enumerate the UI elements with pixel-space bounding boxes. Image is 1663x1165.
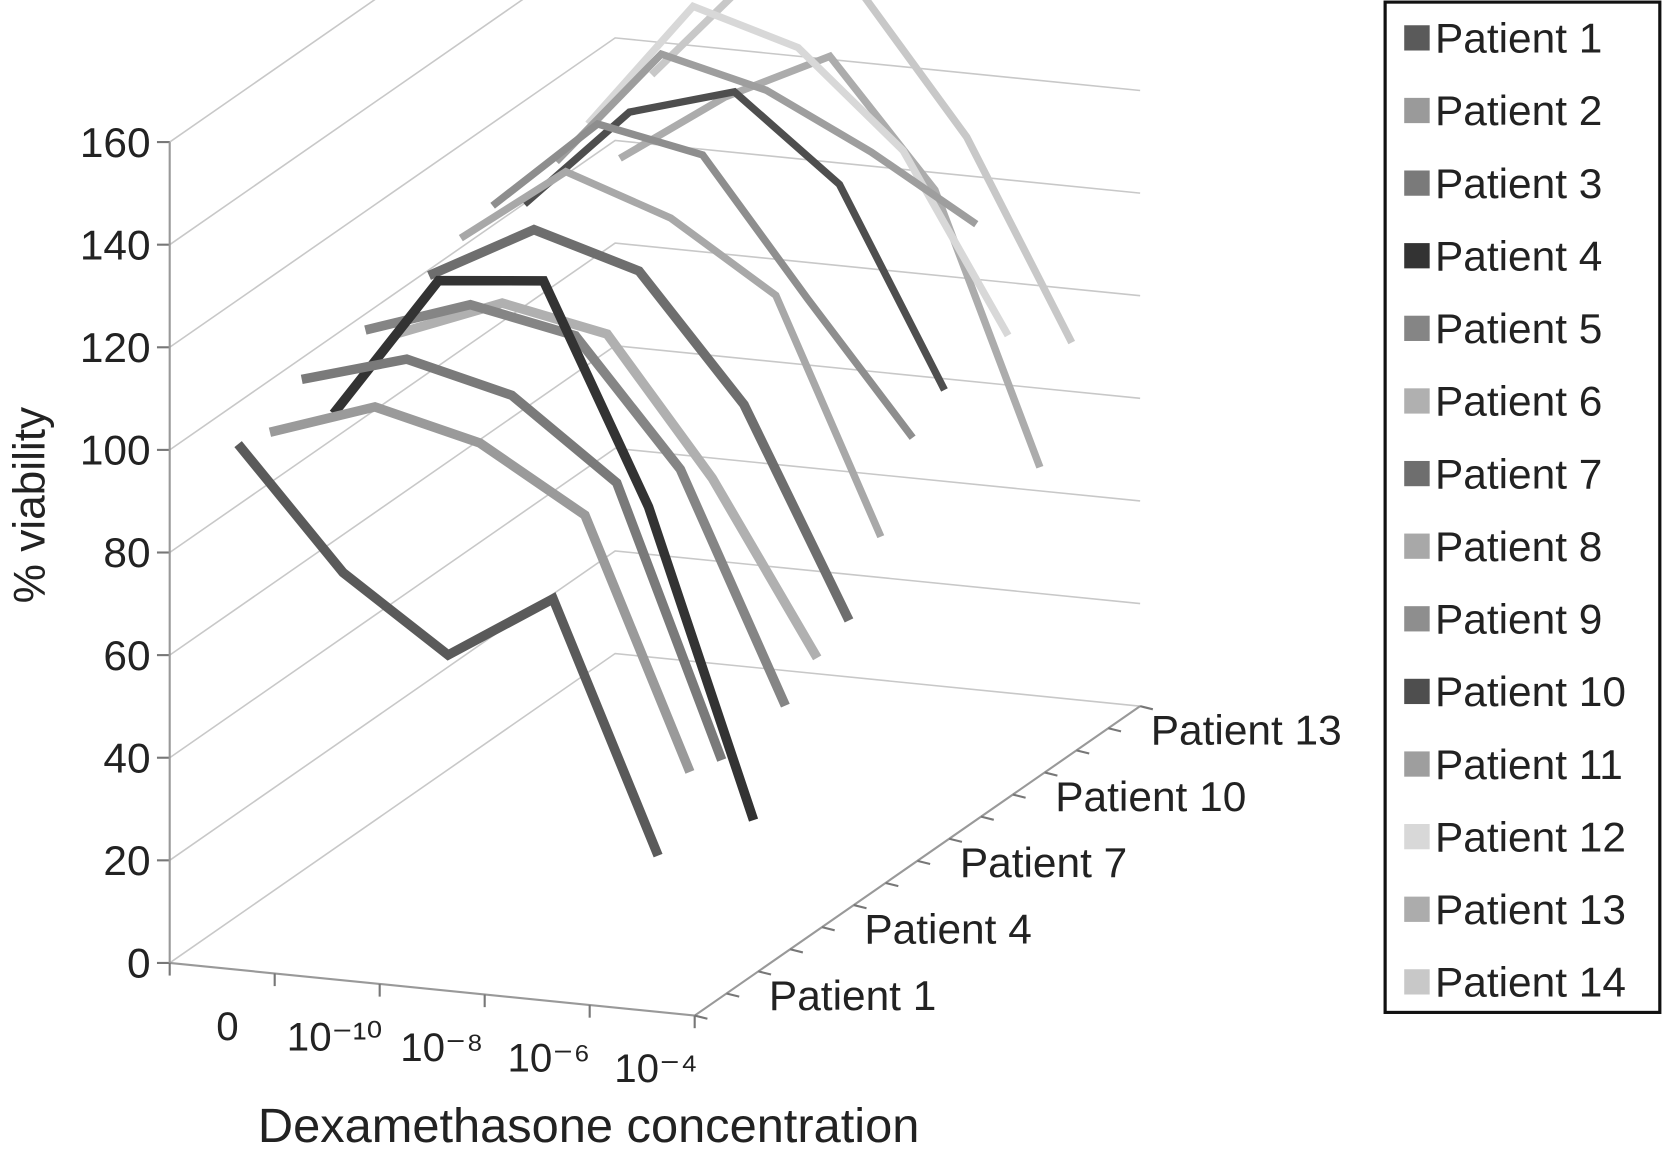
depth-tick [758, 970, 772, 976]
x-tick-label: 10⁻⁸ [400, 1025, 483, 1070]
depth-tick [885, 881, 899, 888]
legend-label: Patient 14 [1435, 959, 1626, 1006]
series-line [649, 0, 1076, 345]
depth-tick [821, 926, 835, 932]
series-line [458, 167, 885, 539]
y-tick-label: 140 [80, 222, 151, 269]
x-tick-label: 10⁻⁶ [508, 1035, 591, 1080]
grid-line [169, 139, 1141, 451]
legend-label: Patient 1 [1435, 15, 1602, 62]
legend-label: Patient 8 [1435, 523, 1602, 570]
depth-tick-label: Patient 7 [960, 839, 1127, 886]
series-line [553, 49, 979, 228]
legend-label: Patient 5 [1435, 305, 1602, 352]
legend-swatch [1404, 25, 1430, 51]
legend-swatch [1404, 315, 1430, 341]
depth-tick [694, 1014, 708, 1020]
legend-label: Patient 6 [1435, 378, 1602, 425]
depth-tick-label: Patient 13 [1151, 707, 1342, 754]
series-line [427, 224, 854, 623]
legend-label: Patient 4 [1435, 233, 1602, 280]
legend-swatch [1404, 97, 1430, 124]
y-tick-label: 0 [127, 940, 151, 987]
depth-tick [1139, 705, 1154, 711]
y-tick-label: 120 [80, 324, 151, 371]
y-tick-label: 80 [103, 529, 150, 576]
depth-tick [948, 837, 963, 843]
legend-swatch [1404, 969, 1430, 995]
depth-tick-label: Patient 10 [1055, 773, 1246, 820]
legend-swatch [1404, 678, 1430, 705]
series-line [618, 51, 1044, 469]
series-line [585, 1, 1012, 338]
legend-swatch [1404, 388, 1430, 414]
legend-swatch [1404, 606, 1430, 632]
depth-tick [1012, 793, 1026, 799]
series-line [300, 354, 727, 762]
depth-tick [853, 904, 867, 910]
legend-swatch [1404, 170, 1430, 196]
depth-tick [917, 859, 931, 866]
grid-line [169, 0, 376, 143]
series-line [490, 119, 916, 440]
series-line [329, 275, 759, 822]
legend-label: Patient 10 [1435, 668, 1626, 715]
legend-label: Patient 11 [1435, 741, 1623, 788]
legend-swatch [1404, 460, 1430, 487]
legend-label: Patient 13 [1435, 886, 1626, 933]
grid-line [169, 550, 1141, 861]
series-line [268, 401, 695, 774]
x-tick-label: 10⁻⁴ [614, 1046, 697, 1091]
depth-tick [1044, 771, 1058, 777]
depth-tick [1108, 727, 1122, 733]
depth-tick [980, 815, 995, 821]
y-tick-label: 160 [80, 119, 151, 166]
legend-swatch [1404, 533, 1430, 559]
x-tick-label: 0 [216, 1004, 238, 1049]
series-line [364, 299, 790, 708]
series-line [522, 87, 948, 392]
x-tick-label: 10⁻¹⁰ [287, 1014, 383, 1059]
legend-label: Patient 3 [1435, 160, 1602, 207]
depth-tick [789, 948, 804, 954]
depth-tick [726, 992, 740, 998]
series-line [234, 441, 663, 858]
legend-swatch [1404, 243, 1430, 269]
series-line [395, 298, 822, 661]
depth-tick [1076, 749, 1090, 755]
depth-tick-label: Patient 4 [864, 906, 1031, 953]
y-tick-label: 60 [103, 632, 150, 679]
x-axis-title: Dexamethasone concentration [258, 1099, 919, 1153]
legend-label: Patient 7 [1435, 450, 1602, 497]
legend-label: Patient 9 [1435, 596, 1602, 643]
y-tick-label: 40 [103, 735, 150, 782]
depth-tick-label: Patient 1 [769, 972, 936, 1019]
legend-box [1383, 0, 1662, 1014]
y-tick-label: 100 [80, 427, 151, 474]
y-tick-label: 20 [103, 837, 150, 884]
legend-swatch [1404, 896, 1430, 922]
grid-line [169, 0, 524, 246]
grid-line [169, 652, 1141, 964]
y-axis-title: % viability [5, 406, 54, 603]
legend-label: Patient 2 [1435, 87, 1602, 134]
legend-swatch [1404, 751, 1430, 777]
legend-swatch [1404, 824, 1430, 850]
legend-label: Patient 12 [1435, 814, 1626, 861]
grid-line [169, 37, 1141, 348]
grid-line [169, 447, 1141, 759]
